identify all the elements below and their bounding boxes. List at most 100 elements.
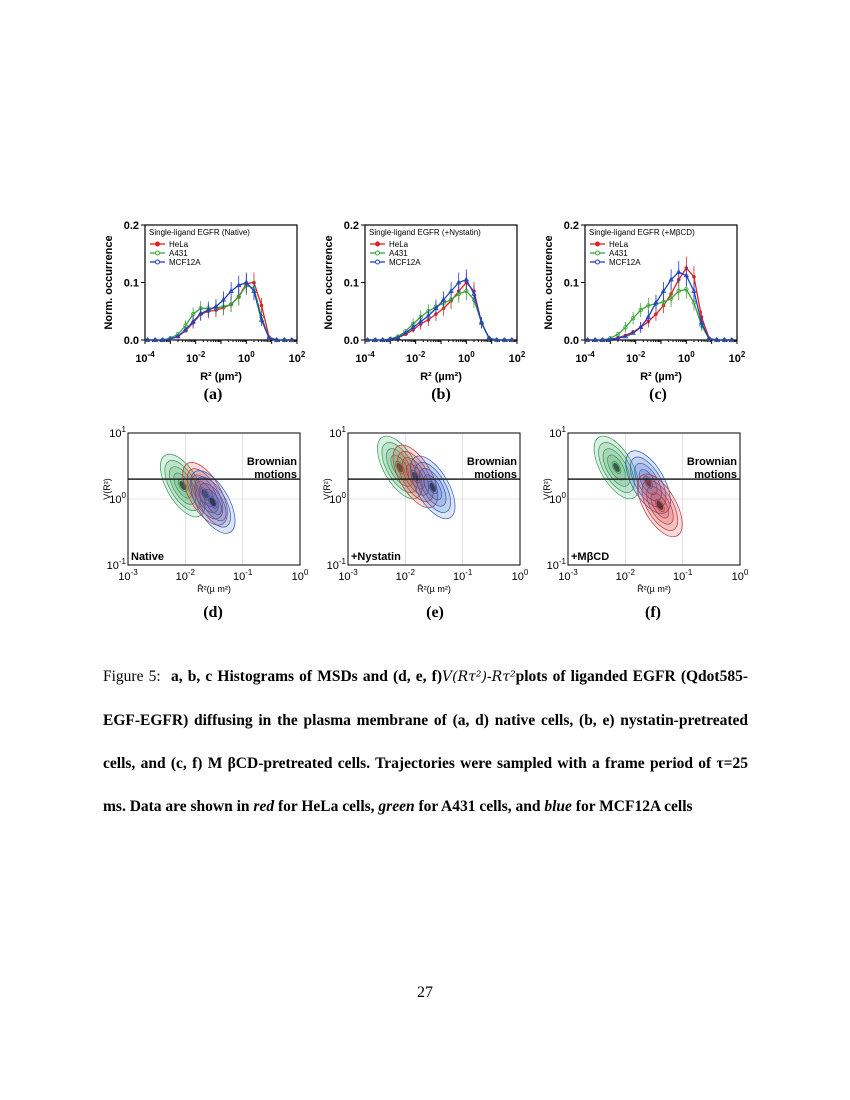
plot-frame: [127, 432, 301, 566]
data-point: [721, 336, 728, 342]
legend-marker: [375, 250, 380, 256]
density-peak: [179, 481, 187, 491]
annotation-brownian: Brownian: [687, 456, 737, 468]
data-point: [494, 336, 500, 342]
series-line-A431: [367, 290, 512, 341]
x-tick-label: 10-3: [558, 568, 578, 583]
x-tick-label: 102: [729, 350, 746, 365]
y-tick-label: 101: [329, 425, 346, 440]
x-axis-label: R̄²(µ m²): [197, 584, 231, 594]
data-point: [387, 336, 394, 342]
legend-marker: [595, 241, 600, 247]
data-point: [486, 335, 492, 340]
data-point: [258, 316, 265, 322]
panel-label-f: (f): [645, 604, 661, 621]
histogram-panel-b: 0.0 0.1 0.2 10-4 10-2 100 102 R² (µm²) Norm. occ…: [320, 212, 535, 389]
series-line-HeLa: [367, 281, 512, 341]
data-point: [160, 336, 166, 342]
x-axis-label: R̄²(µ m²): [417, 584, 451, 594]
x-tick-label: 10-1: [233, 568, 253, 583]
histogram-chart: 0.0 0.1 0.2 10-4 10-2 100 102 R² (µm²) Norm. occ…: [543, 220, 746, 383]
legend-entry: A431: [609, 249, 628, 258]
series-line-HeLa: [147, 281, 292, 341]
data-point: [661, 299, 666, 305]
x-tick-label: 10-2: [176, 568, 196, 583]
data-point: [395, 334, 401, 340]
data-point: [274, 336, 280, 342]
panel-label-d: (d): [203, 604, 223, 621]
histogram-panel-c: 0.0 0.1 0.2 10-4 10-2 100 102 R² (µm²) Norm. occ…: [540, 212, 755, 389]
figure-caption: Figure 5: a, b, c Histograms of MSDs and…: [103, 668, 749, 815]
legend-marker: [155, 250, 160, 256]
series-line-MCF12A: [587, 271, 732, 341]
data-point: [198, 310, 204, 316]
data-point: [698, 319, 705, 325]
x-tick-label: 102: [289, 350, 306, 365]
legend-title: Single-ligand EGFR (Native): [149, 228, 250, 237]
data-point: [372, 336, 378, 342]
density-peak: [429, 482, 436, 492]
legend-marker: [155, 241, 160, 247]
legend-marker: [595, 250, 600, 256]
legend-title: Single-ligand EGFR (+MβCD): [589, 228, 695, 237]
histogram-chart: 0.0 0.1 0.2 10-4 10-2 100 102 R² (µm²) Norm. occ…: [323, 220, 526, 383]
data-point: [364, 336, 371, 342]
x-axis-label: R² (µm²): [420, 371, 462, 383]
legend-entry: HeLa: [609, 240, 629, 249]
density-peak: [209, 497, 216, 507]
data-point: [615, 335, 621, 340]
data-point: [729, 336, 735, 342]
x-tick-label: 100: [238, 350, 255, 365]
data-point: [684, 287, 689, 292]
x-tick-label: 10-3: [338, 568, 358, 583]
data-point: [471, 290, 477, 296]
y-tick-label: 0.1: [564, 278, 579, 290]
legend-marker: [155, 259, 160, 265]
x-axis-label: R̄²(µ m²): [637, 584, 671, 594]
y-tick-label: 101: [549, 425, 566, 440]
data-point: [653, 299, 659, 305]
series-line-A431: [147, 284, 292, 341]
density-contour: [593, 435, 640, 500]
legend-entry: MCF12A: [389, 258, 421, 267]
annotation-brownian: Brownian: [247, 456, 297, 468]
data-point: [600, 336, 606, 342]
x-tick-label: 100: [678, 350, 695, 365]
data-point: [182, 326, 189, 332]
annotation-motions: motions: [254, 469, 297, 481]
x-tick-label: 100: [458, 350, 475, 365]
data-point: [691, 300, 697, 305]
panel-label-a: (a): [203, 386, 223, 403]
data-point: [228, 302, 234, 307]
data-point: [676, 269, 682, 274]
y-tick-label: 101: [109, 425, 126, 440]
data-point: [478, 319, 485, 325]
x-tick-label: 10-4: [355, 350, 375, 365]
x-tick-label: 10-2: [626, 350, 646, 365]
panel-label-b: (b): [431, 386, 451, 403]
legend-entry: HeLa: [389, 240, 409, 249]
y-axis-label: Norm. occurrence: [103, 235, 115, 329]
plot-frame: [364, 224, 518, 341]
data-point: [623, 325, 628, 330]
x-tick-label: 10-1: [453, 568, 473, 583]
y-axis-label: V(R²): [322, 478, 332, 500]
page-number: 27: [417, 984, 433, 1001]
plot-frame: [347, 432, 521, 566]
legend-marker: [375, 259, 380, 265]
histogram-chart: 0.0 0.1 0.2 10-4 10-2 100 102 R² (µm²) Norm. occ…: [103, 220, 306, 383]
y-tick-label: 0.2: [124, 220, 139, 232]
panel-label-c: (c): [649, 386, 667, 403]
x-axis-label: R² (µm²): [200, 371, 242, 383]
legend-entry: A431: [169, 249, 188, 258]
density-contour: [637, 473, 683, 538]
x-tick-label: 10-4: [135, 350, 155, 365]
legend-title: Single-ligand EGFR (+Nystatin): [369, 228, 481, 237]
x-axis-label: R² (µm²): [640, 371, 682, 383]
data-point: [607, 336, 614, 342]
annotation-motions: motions: [694, 469, 737, 481]
data-point: [228, 288, 234, 293]
